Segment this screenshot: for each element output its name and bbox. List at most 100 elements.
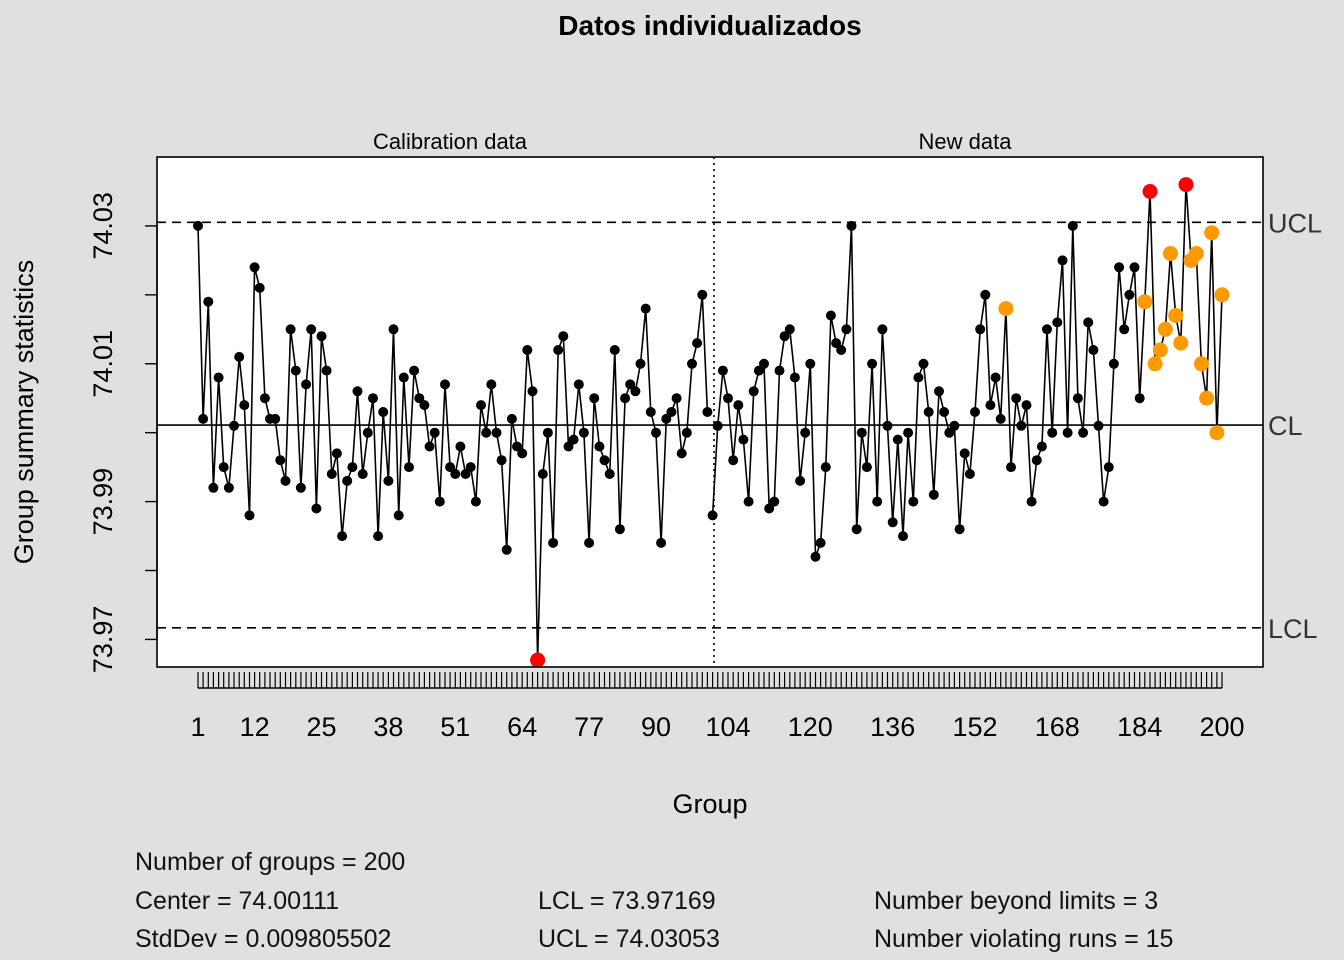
data-point: [630, 386, 641, 397]
data-point-violating-run: [998, 301, 1014, 317]
data-point: [800, 427, 811, 438]
data-point: [501, 544, 512, 555]
data-point: [934, 386, 944, 397]
data-point: [326, 469, 337, 479]
data-point: [208, 482, 219, 493]
data-point: [918, 358, 929, 369]
data-point: [1011, 393, 1022, 404]
data-point: [1078, 427, 1089, 438]
data-point-beyond-limits: [1142, 184, 1158, 199]
data-point: [640, 303, 651, 314]
data-point: [815, 537, 826, 548]
data-point: [995, 413, 1006, 424]
data-point: [671, 393, 682, 404]
data-point: [249, 262, 260, 273]
data-point: [625, 379, 636, 390]
data-point: [542, 427, 553, 438]
data-point: [280, 475, 291, 486]
stat-center: Center = 74.00111: [135, 887, 340, 915]
data-point: [651, 427, 661, 438]
data-point: [887, 517, 898, 528]
data-point-violating-run: [1152, 342, 1168, 358]
data-point: [908, 496, 919, 507]
stat-number-of-groups: Number of groups = 200: [135, 848, 406, 876]
x-tick-label: 25: [306, 712, 336, 742]
data-point: [676, 448, 687, 459]
data-point: [331, 448, 342, 459]
data-point: [578, 427, 589, 438]
data-point: [445, 462, 456, 473]
stat-stddev: StdDev = 0.009805502: [135, 925, 392, 953]
data-point: [861, 462, 872, 473]
data-point: [234, 351, 245, 362]
data-point: [290, 365, 301, 376]
data-point: [928, 489, 939, 500]
data-point: [1114, 262, 1125, 273]
data-point: [949, 420, 960, 431]
data-point-violating-run: [1199, 390, 1215, 406]
data-point: [717, 365, 728, 376]
data-point: [491, 427, 502, 438]
data-point-beyond-limits: [530, 652, 546, 668]
data-point: [1006, 462, 1016, 473]
data-point: [270, 413, 281, 424]
data-point-violating-run: [1204, 225, 1220, 241]
data-point: [568, 434, 579, 445]
data-point: [753, 365, 764, 376]
data-point: [378, 407, 389, 417]
data-point-violating-run: [1147, 356, 1163, 372]
data-point-violating-run: [1188, 246, 1204, 261]
data-point: [218, 462, 229, 473]
data-point: [589, 393, 600, 404]
x-tick-label: 38: [373, 712, 403, 742]
data-point: [285, 324, 296, 335]
stat-beyond-limits: Number beyond limits = 3: [874, 887, 1159, 915]
data-point: [558, 331, 569, 342]
data-point: [856, 427, 867, 438]
data-point: [404, 462, 414, 473]
data-point: [954, 524, 965, 535]
data-point: [337, 531, 348, 542]
data-point: [301, 379, 312, 390]
series-line-new: [711, 184, 1223, 557]
data-point: [254, 282, 265, 293]
data-point: [1062, 427, 1073, 438]
data-point: [512, 441, 522, 452]
data-point: [203, 296, 214, 307]
chart-title: Datos individualizados: [558, 10, 861, 41]
data-point: [213, 372, 224, 383]
data-point: [743, 496, 754, 507]
x-tick-label: 136: [870, 712, 915, 742]
data-point: [388, 324, 399, 335]
data-point: [738, 434, 749, 445]
data-point: [342, 475, 353, 486]
data-point: [419, 400, 430, 411]
x-tick-label: 51: [440, 712, 470, 742]
data-point: [990, 372, 1001, 383]
data-point: [846, 220, 857, 231]
data-point: [645, 407, 656, 417]
data-point: [1016, 420, 1027, 431]
data-point: [465, 462, 476, 473]
data-point: [1026, 496, 1037, 507]
data-point: [548, 537, 559, 548]
data-point: [198, 413, 209, 424]
data-point: [1108, 358, 1119, 369]
data-point: [712, 420, 723, 431]
data-point: [476, 400, 486, 411]
data-point: [1088, 345, 1099, 355]
data-point: [764, 503, 775, 514]
data-point: [368, 393, 378, 404]
data-point: [316, 331, 327, 342]
data-point: [789, 372, 800, 383]
data-point: [692, 338, 703, 349]
data-point: [903, 427, 914, 438]
x-tick-label: 168: [1035, 712, 1080, 742]
data-point: [1119, 324, 1130, 335]
x-tick-label: 200: [1199, 712, 1244, 742]
data-point: [1124, 289, 1135, 300]
data-point: [563, 441, 574, 452]
data-point: [424, 441, 435, 452]
data-point-violating-run: [1157, 321, 1173, 337]
